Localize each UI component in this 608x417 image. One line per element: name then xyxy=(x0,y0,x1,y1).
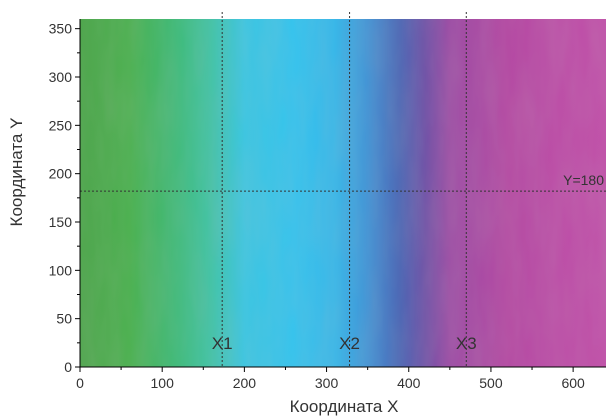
y-axis-title: Координата Y xyxy=(7,118,26,227)
x-tick-label: 300 xyxy=(315,375,339,391)
y-tick-label: 0 xyxy=(64,359,72,375)
x-axis-title: Координата X xyxy=(290,397,399,416)
x-tick-label: 600 xyxy=(561,375,585,391)
heatmap-texture xyxy=(80,19,606,367)
vertical-line-label: X2 xyxy=(339,334,360,353)
y-tick-label: 50 xyxy=(56,311,72,327)
heatmap-area xyxy=(80,19,606,367)
reference-lines: X1 X2 X3 Y=180 xyxy=(80,12,606,367)
x-tick-label: 500 xyxy=(479,375,503,391)
x-tick-label: 400 xyxy=(397,375,421,391)
x-tick-label: 100 xyxy=(151,375,175,391)
y-tick-label: 200 xyxy=(49,166,73,182)
y-tick-label: 150 xyxy=(49,214,73,230)
y-tick-label: 250 xyxy=(49,117,73,133)
x-tick-label: 0 xyxy=(76,375,84,391)
horizontal-line-label: Y=180 xyxy=(563,172,604,188)
y-tick-label: 100 xyxy=(49,262,73,278)
axes: 0 100 200 300 400 500 600 0 50 100 150 200 250 300 350 xyxy=(49,19,606,391)
y-tick-label: 300 xyxy=(49,69,73,85)
x-tick-label: 200 xyxy=(233,375,257,391)
y-tick-label: 350 xyxy=(49,21,73,37)
vertical-line-label: X1 xyxy=(212,334,233,353)
vertical-line-label: X3 xyxy=(456,334,477,353)
